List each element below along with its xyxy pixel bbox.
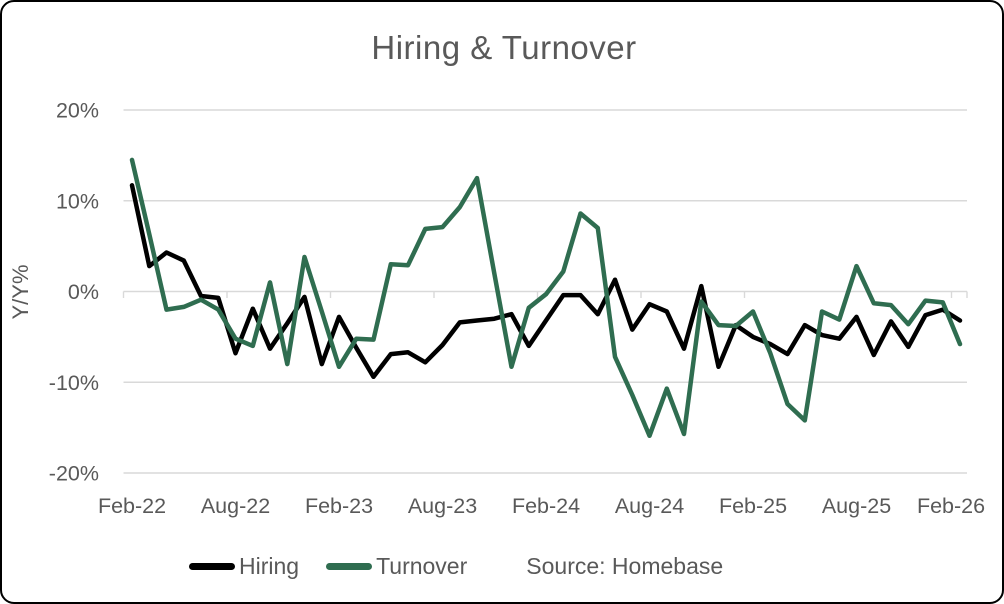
y-tick-label: 0% [68,280,99,304]
x-tick-label: Feb-25 [719,494,787,518]
y-axis-title: Y/Y% [8,264,33,320]
y-tick-label: 10% [56,189,99,213]
legend: Hiring Turnover Source: Homebase [189,553,723,580]
x-tick-label: Feb-26 [917,494,985,518]
x-tick-label: Aug-24 [615,494,684,518]
turnover-line-swatch [326,563,373,570]
turnover-line [129,157,963,439]
legend-item-turnover: Turnover [326,553,467,580]
legend-label-hiring: Hiring [239,553,300,579]
y-tick-label: -20% [49,462,99,486]
x-tick-label: Feb-24 [512,494,580,518]
source-note: Source: Homebase [526,553,724,579]
y-tick-label: -10% [49,371,99,395]
legend-item-hiring: Hiring [189,553,299,580]
x-tick-label: Aug-22 [201,494,270,518]
chart-title: Hiring & Turnover [371,29,637,66]
hiring-line-swatch [189,563,235,570]
x-tick-label: Aug-23 [408,494,477,518]
x-tick-label: Aug-25 [822,494,891,518]
hiring-line [129,183,963,380]
x-tick-label: Feb-22 [98,494,166,518]
x-tick-label: Feb-23 [305,494,373,518]
y-tick-label: 20% [56,99,99,123]
legend-item-source: Source: Homebase [494,553,723,580]
legend-label-turnover: Turnover [376,553,468,579]
